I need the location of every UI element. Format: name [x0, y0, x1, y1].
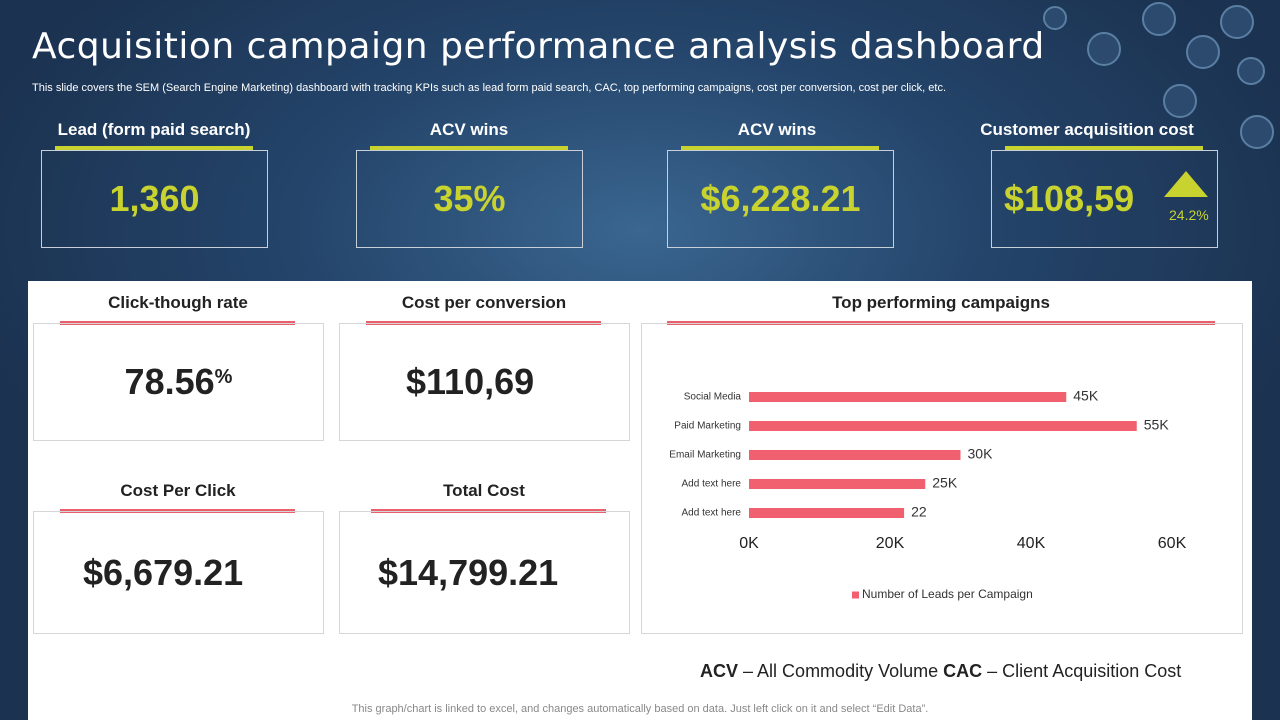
- kpi-underline: [370, 146, 568, 150]
- card-label: Total Cost: [443, 481, 525, 500]
- kpi-label: Customer acquisition cost: [980, 120, 1194, 139]
- y-tick-label: Add text here: [682, 479, 742, 490]
- icon: [1087, 32, 1121, 66]
- kpi-value: 35%: [433, 178, 506, 219]
- bar: [749, 508, 905, 518]
- definition: – All Commodity Volume: [743, 661, 939, 681]
- card-value: $110,69: [406, 361, 535, 402]
- bar: [749, 450, 961, 460]
- card-label: Cost Per Click: [120, 481, 236, 500]
- icon: [1142, 2, 1176, 36]
- bar: [749, 479, 926, 489]
- icon: [1186, 35, 1220, 69]
- chart-card: [641, 323, 1243, 634]
- icon: [1220, 5, 1254, 39]
- y-tick-label: Email Marketing: [669, 450, 741, 461]
- bar: [749, 421, 1137, 431]
- abbr: ACV: [700, 661, 739, 681]
- x-tick-label: 60K: [1158, 535, 1187, 552]
- card-value: $14,799.21: [378, 551, 559, 593]
- x-tick-label: 20K: [876, 535, 905, 552]
- card: 78.56%: [33, 323, 324, 441]
- data-label: 45K: [1073, 388, 1099, 404]
- footnote: This graph/chart is linked to excel, and…: [351, 703, 929, 715]
- icon: [1163, 84, 1197, 118]
- icon: [1240, 115, 1274, 149]
- card: $14,799.21: [339, 511, 630, 634]
- definition: – Client Acquisition Cost: [987, 661, 1182, 681]
- title: Acquisition campaign performance analysi…: [32, 26, 1045, 67]
- x-tick-label: 40K: [1017, 535, 1046, 552]
- y-tick-label: Social Media: [684, 392, 742, 403]
- subtitle: This slide covers the SEM (Search Engine…: [32, 82, 947, 94]
- bar: [749, 392, 1067, 402]
- kpi-value: 1,360: [109, 178, 200, 219]
- abbr: CAC: [943, 661, 983, 681]
- kpi-change: 24.2%: [1169, 207, 1209, 223]
- data-label: 22: [911, 504, 927, 520]
- glossary: ACV – All Commodity Volume CAC – Client …: [700, 661, 1181, 682]
- data-label: 25K: [932, 475, 958, 491]
- kpi-underline: [55, 146, 253, 150]
- data-label: 55K: [1144, 417, 1170, 433]
- chart: Social Media Paid Marketing Email Marketin…: [669, 388, 1187, 601]
- card-unit: %: [214, 366, 233, 388]
- x-tick-label: 0K: [739, 535, 759, 552]
- kpi-label: Lead (form paid search): [57, 120, 251, 139]
- kpi-box: $108,59: [991, 150, 1218, 248]
- kpi-underline: [1005, 146, 1203, 150]
- icon: [1043, 6, 1067, 30]
- icon: [1237, 57, 1265, 85]
- y-tick-label: Paid Marketing: [674, 421, 741, 432]
- kpi-box: $6,228.21: [667, 150, 894, 248]
- legend-label: Number of Leads per Campaign: [862, 587, 1033, 601]
- panel: [28, 281, 1252, 720]
- kpi-box: 1,360: [41, 150, 268, 248]
- up-arrow: [1164, 171, 1208, 197]
- chart-title: Top performing campaigns: [832, 293, 1050, 312]
- card-label: Cost per conversion: [401, 293, 567, 312]
- y-tick-label: Add text here: [682, 508, 742, 519]
- kpi-value: $108,59: [1004, 178, 1135, 219]
- kpi-label: ACV wins: [429, 120, 509, 139]
- card-value: 78.56: [124, 361, 215, 402]
- kpi-value: $6,228.21: [700, 178, 861, 219]
- kpi-box: 35%: [356, 150, 583, 248]
- legend-swatch: [852, 591, 859, 599]
- kpi-label: ACV wins: [737, 120, 817, 139]
- card-label: Click-though rate: [108, 293, 248, 312]
- card-value: $6,679.21: [83, 551, 244, 593]
- data-label: 30K: [968, 446, 994, 462]
- kpi-underline: [681, 146, 879, 150]
- card: $110,69: [339, 323, 630, 441]
- card: $6,679.21: [33, 511, 324, 634]
